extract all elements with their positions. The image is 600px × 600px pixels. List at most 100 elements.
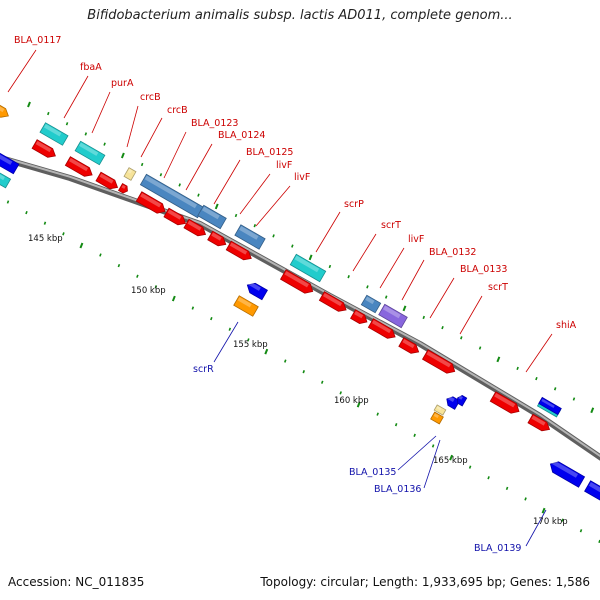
gene-label-forward[interactable]: BLA_0125	[246, 147, 293, 158]
leader-line	[401, 259, 425, 301]
gene-label-forward[interactable]: scrT	[488, 282, 508, 293]
gene-feature-metabolism[interactable]	[39, 122, 69, 146]
gene-label-reverse[interactable]: BLA_0136	[374, 484, 421, 495]
gene-feature-forward_cds[interactable]	[225, 240, 254, 263]
gene-feature-metabolism[interactable]	[74, 140, 106, 166]
leader-line	[63, 75, 89, 119]
lower-tick-mark	[561, 518, 564, 522]
leader-line	[525, 509, 547, 547]
upper-tick-mark	[291, 244, 294, 248]
gene-feature-forward_cds[interactable]	[117, 182, 130, 195]
gene-label-forward[interactable]: BLA_0124	[218, 130, 265, 141]
leader-line	[352, 233, 377, 272]
gene-feature-reverse_cds[interactable]	[0, 150, 20, 175]
gene-label-reverse[interactable]: BLA_0135	[349, 467, 396, 478]
gene-label-forward[interactable]: crcB	[140, 92, 161, 103]
gene-feature-misc[interactable]	[123, 167, 137, 181]
lower-tick-mark	[25, 210, 28, 215]
gene-feature-membrane[interactable]	[378, 303, 408, 329]
lower-tick-mark	[487, 476, 490, 480]
lower-tick-mark	[339, 391, 342, 395]
gene-feature-forward_cds[interactable]	[207, 230, 229, 249]
lower-tick-mark	[117, 263, 121, 268]
upper-tick-mark	[47, 111, 50, 116]
upper-tick-mark	[460, 336, 463, 340]
label-leaders	[7, 49, 553, 547]
gene-label-forward[interactable]: BLA_0132	[429, 247, 476, 258]
lower-tick-mark	[468, 465, 472, 469]
gene-feature-metabolism[interactable]	[0, 171, 12, 189]
gene-feature-forward_cds[interactable]	[318, 291, 348, 315]
gene-label-reverse[interactable]: scrR	[193, 364, 214, 375]
gene-feature-forward_cds[interactable]	[489, 391, 521, 417]
genome-info-text: Topology: circular; Length: 1,933,695 bp…	[260, 575, 590, 589]
gene-label-forward[interactable]: fbaA	[80, 62, 102, 73]
gene-label-reverse[interactable]: BLA_0139	[474, 543, 521, 554]
lower-tick-mark	[505, 486, 509, 490]
gene-label-forward[interactable]: BLA_0123	[191, 118, 238, 129]
lower-tick-mark	[413, 433, 416, 437]
lower-tick-mark	[449, 454, 454, 461]
backbone-highlight	[0, 155, 600, 458]
gene-feature-forward_cds[interactable]	[135, 191, 167, 217]
leader-line	[255, 185, 291, 227]
gene-feature-transporter[interactable]	[360, 294, 382, 314]
gene-feature-forward_cds[interactable]	[64, 156, 94, 180]
gene-feature-reverse_cds[interactable]	[245, 280, 268, 301]
gene-label-forward[interactable]: scrT	[381, 220, 401, 231]
lower-tick-mark	[62, 232, 65, 236]
gene-label-forward[interactable]: BLA_0133	[460, 264, 507, 275]
upper-tick-mark	[328, 264, 332, 269]
gene-feature-transporter[interactable]	[139, 173, 205, 219]
gene-feature-forward_cds[interactable]	[95, 171, 120, 192]
gene-label-forward[interactable]: scrP	[344, 199, 364, 210]
gene-feature-transporter[interactable]	[197, 204, 227, 230]
gene-labels: BLA_0117fbaApurAcrcBcrcBBLA_0123BLA_0124…	[14, 35, 577, 554]
gene-feature-metabolism[interactable]	[289, 253, 327, 283]
gene-feature-reverse_cds[interactable]	[547, 459, 586, 488]
gene-feature-forward_cds[interactable]	[163, 207, 188, 228]
gene-feature-reverse_cds[interactable]	[538, 396, 562, 416]
gene-feature-forward_cds[interactable]	[350, 309, 370, 327]
lower-tick-mark	[43, 221, 47, 225]
gene-label-forward[interactable]: livF	[408, 234, 424, 245]
gene-feature-forward_cds[interactable]	[279, 269, 316, 297]
leader-line	[429, 277, 455, 319]
gene-feature-forward_cds[interactable]	[367, 318, 397, 342]
gene-label-forward[interactable]: purA	[111, 78, 134, 89]
gene-feature-reverse_cds[interactable]	[455, 394, 468, 407]
kbp-label: 150 kbp	[131, 286, 166, 296]
gene-feature-forward_cds[interactable]	[398, 337, 421, 357]
kbp-label: 165 kbp	[433, 456, 468, 466]
leader-line	[423, 439, 441, 489]
gene-feature-reverse_cds[interactable]	[444, 395, 461, 410]
upper-tick-mark	[140, 162, 144, 167]
upper-tick-mark	[159, 173, 163, 177]
gene-label-forward[interactable]: livF	[294, 172, 310, 183]
lower-tick-mark	[541, 507, 546, 514]
gene-feature-forward_cds[interactable]	[183, 218, 208, 239]
gene-feature-forward_cds[interactable]	[31, 139, 58, 161]
upper-tick-mark	[553, 387, 557, 391]
lower-tick-mark	[171, 295, 176, 302]
gene-label-forward[interactable]: livF	[276, 160, 292, 171]
upper-tick-mark	[478, 346, 482, 350]
gene-feature-forward_cds[interactable]	[421, 349, 458, 377]
gene-feature-reverse_cds[interactable]	[584, 480, 600, 504]
gene-feature-misc[interactable]	[433, 404, 447, 416]
upper-tick-mark	[496, 356, 501, 363]
lower-tick-mark	[154, 285, 158, 289]
upper-tick-mark	[572, 397, 576, 401]
gene-feature-regulator[interactable]	[430, 411, 444, 425]
gene-label-forward[interactable]: BLA_0117	[14, 35, 61, 46]
upper-tick-mark	[197, 193, 200, 197]
upper-tick-mark	[120, 152, 125, 159]
gene-label-forward[interactable]: crcB	[167, 105, 188, 116]
gene-feature-regulator[interactable]	[233, 295, 259, 317]
gene-feature-transporter[interactable]	[234, 224, 266, 250]
gene-label-forward[interactable]: shiA	[556, 320, 577, 331]
gene-feature-regulator[interactable]	[0, 99, 11, 121]
gene-feature-forward_cds[interactable]	[527, 413, 552, 434]
kbp-label: 155 kbp	[233, 340, 268, 350]
